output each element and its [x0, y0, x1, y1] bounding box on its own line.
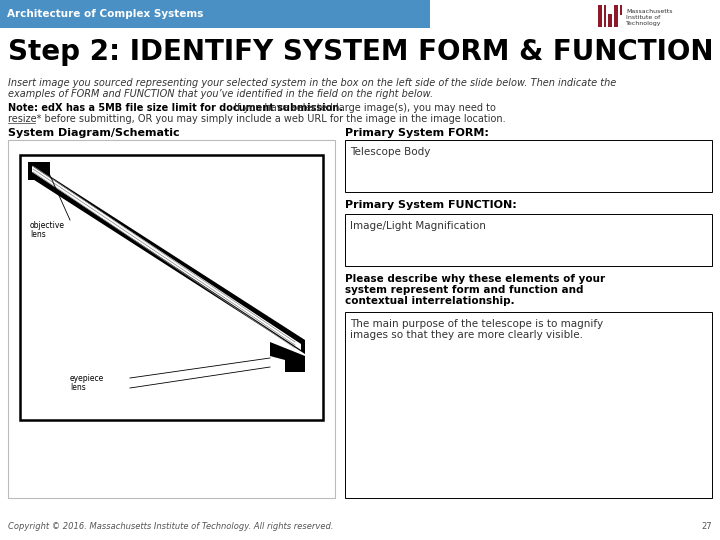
Bar	[620, 5, 622, 15]
Text: Please describe why these elements of your: Please describe why these elements of yo…	[345, 274, 605, 284]
Bar	[20, 155, 323, 420]
Polygon shape	[28, 162, 50, 180]
Text: Insert image you sourced representing your selected system in the box on the lef: Insert image you sourced representing yo…	[8, 78, 616, 88]
Text: 27: 27	[701, 522, 712, 531]
Text: images so that they are more clearly visible.: images so that they are more clearly vis…	[350, 330, 583, 340]
Text: System Diagram/Schematic: System Diagram/Schematic	[8, 128, 179, 138]
Text: Technology: Technology	[626, 21, 662, 26]
Bar	[604, 5, 606, 27]
Text: The main purpose of the telescope is to magnify: The main purpose of the telescope is to …	[350, 319, 603, 329]
Text: system represent form and function and: system represent form and function and	[345, 285, 583, 295]
Text: eyepiece: eyepiece	[70, 374, 104, 383]
Text: Note: edX has a 5MB file size limit for document submission.: Note: edX has a 5MB file size limit for …	[8, 103, 343, 113]
Bar	[598, 5, 602, 27]
Text: Massachusetts: Massachusetts	[626, 9, 672, 14]
Bar	[614, 5, 618, 27]
Text: resize* before submitting, OR you may simply include a web URL for the image in : resize* before submitting, OR you may si…	[8, 114, 505, 124]
Text: examples of FORM and FUNCTION that you’ve identified in the field on the right b: examples of FORM and FUNCTION that you’v…	[8, 89, 433, 99]
Bar	[345, 312, 712, 498]
Bar	[608, 14, 612, 27]
Text: objective: objective	[30, 221, 65, 230]
Bar	[8, 140, 335, 498]
Text: Step 2: IDENTIFY SYSTEM FORM & FUNCTION: Step 2: IDENTIFY SYSTEM FORM & FUNCTION	[8, 38, 714, 66]
Text: Primary System FUNCTION:: Primary System FUNCTION:	[345, 200, 517, 210]
Text: Copyright © 2016. Massachusetts Institute of Technology. All rights reserved.: Copyright © 2016. Massachusetts Institut…	[8, 522, 333, 531]
Text: lens: lens	[30, 230, 46, 239]
Polygon shape	[32, 166, 301, 350]
Text: If you have selected large image(s), you may need to: If you have selected large image(s), you…	[231, 103, 496, 113]
Bar	[0, 0, 430, 28]
Text: Architecture of Complex Systems: Architecture of Complex Systems	[7, 9, 203, 19]
Polygon shape	[28, 162, 305, 354]
Text: lens: lens	[70, 383, 86, 392]
Text: Institute of: Institute of	[626, 15, 660, 20]
Text: Telescope Body: Telescope Body	[350, 147, 431, 157]
Bar	[345, 214, 712, 266]
Bar	[345, 140, 712, 192]
Polygon shape	[270, 342, 305, 372]
Text: contextual interrelationship.: contextual interrelationship.	[345, 296, 515, 306]
Text: Image/Light Magnification: Image/Light Magnification	[350, 221, 486, 231]
Text: Primary System FORM:: Primary System FORM:	[345, 128, 489, 138]
